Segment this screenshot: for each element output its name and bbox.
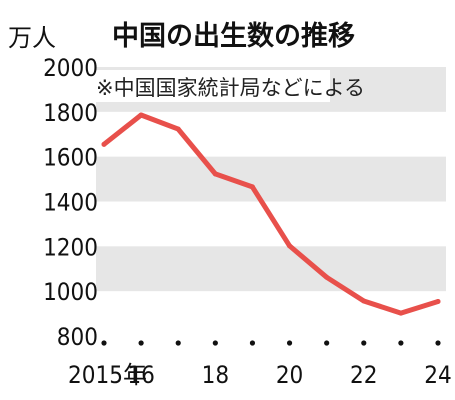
- y-axis-unit-label: 万人: [8, 24, 56, 52]
- data-point: [324, 274, 330, 280]
- chart-title: 中国の出生数の推移: [112, 21, 355, 52]
- x-tick-label: 20: [276, 361, 303, 389]
- x-tick-dot: [101, 340, 107, 346]
- x-tick-label: 22: [350, 361, 377, 389]
- x-tick-dot: [435, 340, 441, 346]
- data-point: [175, 126, 181, 132]
- background-band: [96, 246, 446, 292]
- y-tick-label: 1800: [43, 99, 98, 127]
- x-tick-dot: [212, 340, 218, 346]
- x-tick-dot: [138, 340, 144, 346]
- data-point: [101, 141, 107, 147]
- data-point: [249, 184, 255, 190]
- births-series: [101, 112, 441, 316]
- births-line: [101, 112, 441, 316]
- data-point: [361, 298, 367, 304]
- data-point: [287, 243, 293, 249]
- data-point: [435, 298, 441, 304]
- x-tick-dot: [398, 340, 404, 346]
- x-tick-dot: [324, 340, 330, 346]
- x-tick-dot: [175, 340, 181, 346]
- background-band: [96, 156, 446, 202]
- data-point: [398, 310, 404, 316]
- x-tick-label: 18: [202, 361, 229, 389]
- x-tick-label: 16: [127, 361, 154, 389]
- y-tick-label: 1200: [43, 233, 98, 261]
- x-tick-dot: [286, 340, 293, 346]
- y-tick-label: 1400: [43, 189, 98, 217]
- x-tick-label: 24: [424, 361, 451, 389]
- data-point: [212, 171, 218, 177]
- note-background: [92, 70, 330, 102]
- x-axis-year-dots: [101, 340, 441, 346]
- source-note: ※中国国家統計局などによる: [96, 76, 365, 100]
- y-tick-label: 1000: [43, 278, 98, 306]
- y-tick-label: 2000: [43, 54, 98, 82]
- y-tick-label: 1600: [43, 144, 98, 172]
- data-point: [138, 112, 144, 118]
- y-axis: 800 1000 1200 1400 1600 1800 2000: [43, 54, 98, 351]
- y-tick-label: 800: [57, 323, 98, 351]
- x-tick-dot: [361, 340, 367, 346]
- x-tick-dot: [249, 340, 256, 346]
- x-tick-label: 2015年: [68, 361, 147, 389]
